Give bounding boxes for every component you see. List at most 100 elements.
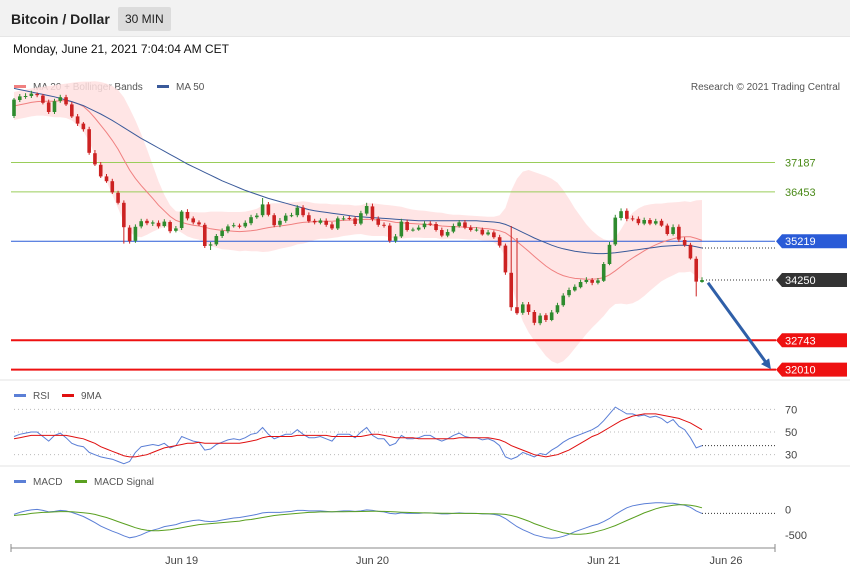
candle-body [179, 211, 184, 228]
rsi-tick-label: 50 [785, 427, 797, 439]
level-price-label: 32010 [785, 365, 816, 377]
candle-body [156, 222, 161, 227]
ma20-line [13, 100, 703, 280]
chart-header: Bitcoin / Dollar 30 MIN [0, 0, 850, 37]
candle-body [468, 227, 473, 230]
macd-line [13, 502, 703, 539]
candle-body [393, 236, 398, 241]
candle-body [81, 123, 86, 130]
candle-body [584, 280, 589, 282]
candle-body [422, 223, 427, 228]
candle-body [445, 232, 450, 236]
copyright-credit: Research © 2021 Trading Central [691, 82, 840, 93]
level-price-tag [776, 273, 847, 287]
candle-body [416, 227, 421, 230]
level-price-label: 37187 [785, 158, 816, 170]
candle-body [127, 227, 132, 242]
level-price-tag [776, 333, 847, 348]
candle-body [601, 264, 606, 281]
candle-body [46, 102, 51, 112]
legend-swatch [62, 394, 74, 397]
candle-body [266, 204, 271, 215]
candle-body [509, 272, 514, 308]
candle-body [70, 104, 74, 117]
level-price-label: 34250 [785, 275, 816, 287]
candle-body [93, 153, 97, 165]
candle-body [486, 232, 490, 235]
candle-body [555, 305, 560, 313]
candle-body [23, 96, 28, 97]
candle-body [526, 304, 531, 312]
candle-body [370, 206, 375, 220]
candle-body [359, 213, 363, 224]
candle-body [382, 224, 386, 226]
candle-body [249, 217, 253, 224]
candle-body [12, 99, 16, 116]
candle-body [619, 211, 623, 218]
candle-body [283, 215, 288, 221]
candle-body [87, 129, 91, 153]
candle-body [648, 220, 652, 224]
candle-body [520, 304, 525, 313]
candle-body [41, 95, 45, 103]
candle-body [376, 218, 381, 225]
rsi-ma-line [13, 413, 703, 458]
candle-body [428, 223, 433, 225]
candle-body [573, 286, 577, 291]
candle-body [122, 202, 126, 228]
level-price-label: 32743 [785, 335, 816, 347]
candle-body [29, 93, 34, 96]
forecast-arrow [706, 281, 771, 370]
candle-body [231, 225, 236, 227]
rsi-tick-label: 30 [785, 450, 797, 462]
candle-body [52, 101, 57, 112]
candle-body [324, 220, 329, 225]
candle-body [440, 230, 444, 236]
candle-body [226, 226, 230, 232]
legend-label: MACD [33, 477, 62, 488]
candle-body [653, 221, 658, 224]
candle-body [682, 240, 687, 246]
level-price-label: 36453 [785, 187, 816, 199]
candle-body [630, 218, 635, 220]
candle-body [312, 220, 317, 223]
candle-body [168, 222, 172, 232]
candle-body [150, 222, 155, 224]
legend-swatch [14, 85, 26, 88]
candle-body [330, 224, 334, 229]
legend-label: 9MA [81, 391, 102, 402]
candle-body [590, 280, 594, 283]
rsi-tick-label: 70 [785, 404, 797, 416]
candle-body [515, 307, 519, 314]
legend-swatch [14, 480, 26, 483]
candle-body [341, 218, 346, 220]
candle-body [185, 212, 190, 219]
macd-tick-label: 0 [785, 504, 791, 516]
candle-body [307, 215, 311, 222]
x-tick-label: Jun 21 [587, 555, 620, 567]
candle-body [642, 220, 646, 224]
candle-body [694, 258, 699, 282]
legend-label: MACD Signal [94, 477, 154, 488]
candle-body [98, 164, 103, 177]
candle-body [492, 232, 496, 238]
candle-body [596, 280, 600, 283]
x-tick-label: Jun 19 [165, 555, 198, 567]
candle-body [659, 220, 664, 226]
instrument-title: Bitcoin / Dollar [11, 11, 110, 27]
candle-body [260, 204, 265, 216]
candle-body [480, 229, 485, 235]
legend-swatch [157, 85, 169, 88]
candle-body [75, 116, 80, 124]
candle-body [457, 222, 461, 226]
candle-body [318, 220, 323, 223]
candle-body [64, 97, 68, 105]
candle-body [544, 315, 548, 320]
candle-body [17, 96, 22, 100]
candle-body [625, 210, 629, 219]
timeframe-badge[interactable]: 30 MIN [118, 7, 171, 31]
x-tick-label: Jun 20 [356, 555, 389, 567]
ma50-line [13, 87, 703, 255]
candle-body [613, 217, 618, 245]
candle-body [139, 221, 143, 227]
